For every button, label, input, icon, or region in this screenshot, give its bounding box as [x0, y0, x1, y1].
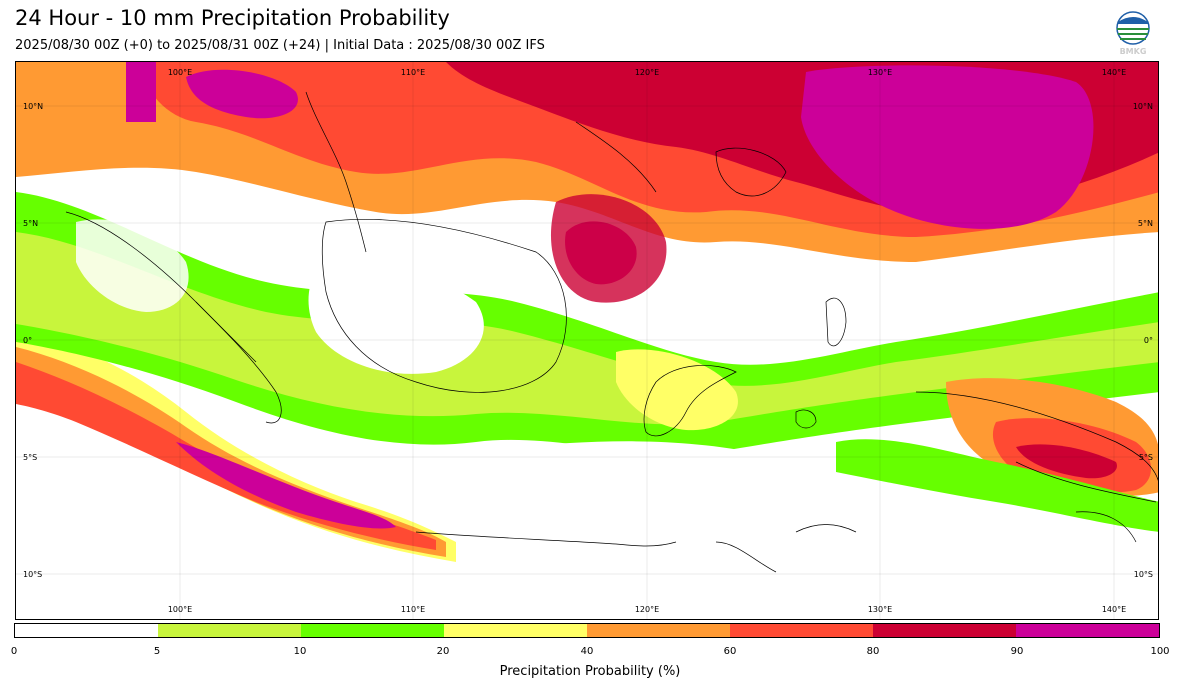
colorbar — [14, 623, 1160, 638]
colorbar-tick: 0 — [10, 646, 18, 657]
colorbar-segment-20-40 — [444, 624, 587, 637]
field-southeast-white — [466, 441, 1158, 619]
lon-label-bottom: 110°E — [401, 605, 425, 614]
colorbar-tick: 40 — [580, 646, 594, 657]
colorbar-label: Precipitation Probability (%) — [499, 664, 681, 679]
field-central-lightgreen — [16, 232, 1158, 425]
field-sumatra-white — [76, 219, 189, 312]
field-east-green — [836, 439, 1158, 532]
field-papua-darkred — [1016, 444, 1117, 479]
field-west-red — [16, 362, 436, 550]
lon-label-bottom: 130°E — [868, 605, 892, 614]
lon-label-bottom: 120°E — [635, 605, 659, 614]
precipitation-map: 100°E 110°E 120°E 130°E 140°E 100°E 110°… — [15, 61, 1159, 620]
field-malaysia-darkred — [550, 194, 667, 303]
colorbar-segment-80-90 — [873, 624, 1016, 637]
lat-label-left: 5°N — [23, 219, 38, 228]
logo-text: BMKG — [1120, 47, 1147, 56]
lon-label-top: 130°E — [868, 68, 892, 77]
field-java-magenta — [176, 442, 396, 529]
colorbar-tick: 80 — [866, 646, 880, 657]
lon-label-top: 100°E — [168, 68, 192, 77]
lat-labels-right: 10°N 5°N 0° 5°S 10°S — [1133, 102, 1153, 579]
field-northwest-magenta — [186, 69, 298, 119]
colorbar-segment-40-60 — [587, 624, 730, 637]
lon-label-top: 120°E — [635, 68, 659, 77]
map-canvas: 100°E 110°E 120°E 130°E 140°E 100°E 110°… — [16, 62, 1158, 619]
lon-labels-top: 100°E 110°E 120°E 130°E 140°E — [168, 68, 1126, 77]
colorbar-segment-0-5 — [15, 624, 158, 637]
colorbar-segment-90-100 — [1016, 624, 1159, 637]
lon-label-bottom: 140°E — [1102, 605, 1126, 614]
colorbar-tick: 100 — [1150, 646, 1170, 657]
bmkg-logo-icon: BMKG — [1116, 11, 1150, 56]
colorbar-tick: 90 — [1010, 646, 1024, 657]
chart-subtitle: 2025/08/30 00Z (+0) to 2025/08/31 00Z (+… — [15, 38, 545, 53]
field-magenta-strip — [126, 62, 156, 122]
chart-title: 24 Hour - 10 mm Precipitation Probabilit… — [15, 6, 450, 30]
colorbar-tick: 60 — [723, 646, 737, 657]
lat-label-left: 5°S — [23, 453, 37, 462]
colorbar-segment-60-80 — [730, 624, 873, 637]
lat-label-left: 0° — [23, 336, 32, 345]
lon-labels-bottom: 100°E 110°E 120°E 130°E 140°E — [168, 605, 1126, 614]
lat-label-left: 10°S — [23, 570, 42, 579]
colorbar-tick: 20 — [436, 646, 450, 657]
field-borneo-white — [308, 268, 484, 374]
colorbar-tick: 5 — [153, 646, 161, 657]
lat-label-right: 10°S — [1134, 570, 1153, 579]
lon-label-top: 140°E — [1102, 68, 1126, 77]
field-pacific-magenta — [801, 65, 1094, 229]
lat-label-right: 5°N — [1138, 219, 1153, 228]
colorbar-segment-5-10 — [158, 624, 301, 637]
field-sulawesi-yellow — [616, 349, 738, 431]
lat-labels-left: 10°N 5°N 0° 5°S 10°S — [23, 102, 43, 579]
lat-label-right: 5°S — [1139, 453, 1153, 462]
graticule — [16, 62, 1158, 619]
lon-label-top: 110°E — [401, 68, 425, 77]
lat-label-right: 0° — [1144, 336, 1153, 345]
lat-label-right: 10°N — [1133, 102, 1153, 111]
colorbar-segment-10-20 — [301, 624, 444, 637]
lat-label-left: 10°N — [23, 102, 43, 111]
colorbar-tick: 10 — [293, 646, 307, 657]
lon-label-bottom: 100°E — [168, 605, 192, 614]
